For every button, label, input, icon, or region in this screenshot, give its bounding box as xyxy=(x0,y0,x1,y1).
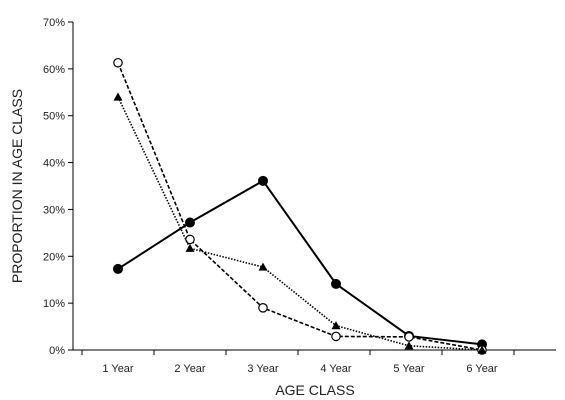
x-tick-label: 5 Year xyxy=(393,363,425,375)
series-3 xyxy=(113,92,487,354)
data-point xyxy=(258,262,268,271)
x-tick-label: 3 Year xyxy=(247,363,279,375)
x-tick-label: 2 Year xyxy=(174,363,206,375)
x-tick-label: 1 Year xyxy=(102,363,134,375)
series-line xyxy=(117,96,483,351)
series-line xyxy=(117,62,483,351)
y-tick-label: 60% xyxy=(43,64,65,76)
data-point xyxy=(477,345,487,354)
x-axis-title: AGE CLASS xyxy=(275,382,354,398)
data-point xyxy=(185,217,195,228)
data-point xyxy=(258,303,268,313)
y-tick-label: 30% xyxy=(43,204,65,216)
series-layer xyxy=(113,57,487,355)
y-tick-label: 20% xyxy=(43,251,65,263)
y-tick-label: 70% xyxy=(43,17,65,29)
x-tick-label: 4 Year xyxy=(320,363,352,375)
data-point xyxy=(404,332,414,342)
data-point xyxy=(185,234,195,245)
data-point xyxy=(113,92,123,101)
data-point xyxy=(331,278,341,289)
y-tick-label: 0% xyxy=(49,345,65,357)
series-2 xyxy=(113,57,487,355)
data-point xyxy=(113,57,123,68)
data-point xyxy=(258,175,268,186)
axes xyxy=(72,22,556,351)
y-axis-title: PROPORTION IN AGE CLASS xyxy=(9,89,25,283)
y-tick-label: 10% xyxy=(43,298,65,310)
x-tick-label: 6 Year xyxy=(466,363,498,375)
x-axis-ticks: 1 Year 2 Year 3 Year 4 Year 5 Year 6 Year xyxy=(81,350,515,375)
data-point xyxy=(331,321,341,330)
data-point xyxy=(404,341,414,350)
data-point xyxy=(331,331,341,342)
data-point xyxy=(113,263,123,274)
y-tick-label: 40% xyxy=(43,158,65,170)
y-axis-ticks: 0% 10% 20% 30% 40% 50% 60% 70% xyxy=(43,17,73,357)
y-tick-label: 50% xyxy=(43,111,65,123)
series-line xyxy=(117,179,483,346)
data-point xyxy=(185,243,195,252)
